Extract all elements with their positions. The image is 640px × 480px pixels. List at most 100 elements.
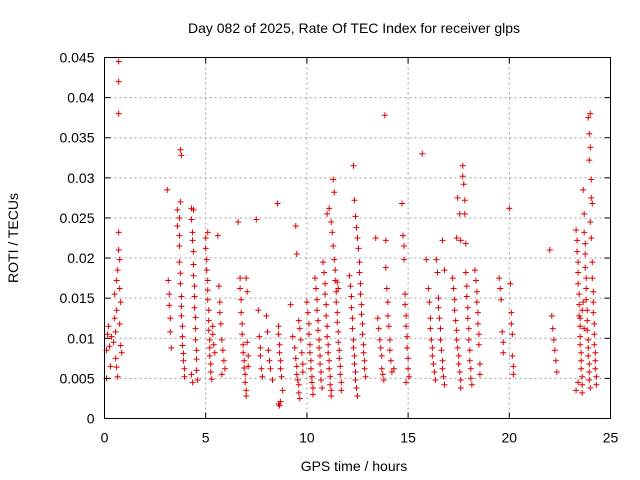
data-point [337,371,344,378]
data-point [178,312,185,319]
data-point [327,373,334,380]
data-point [464,304,471,311]
data-point [202,245,209,252]
data-point [585,114,592,121]
data-point [387,357,394,364]
data-point [382,237,389,244]
data-point [207,360,214,367]
data-point [434,269,441,276]
data-point [167,328,174,335]
data-point [510,363,517,370]
data-point [299,368,306,375]
data-point [333,288,340,295]
data-point [581,210,588,217]
data-point [361,357,368,364]
data-point [324,333,331,340]
data-point [379,371,386,378]
data-point [361,365,368,372]
data-point [210,341,217,348]
data-point [293,371,300,378]
data-point [299,360,306,367]
data-point [510,371,517,378]
data-point [176,259,183,266]
data-point [113,307,120,314]
data-point [372,235,379,241]
data-point [207,368,214,375]
data-point [295,317,302,324]
data-point [589,275,596,282]
data-point [583,285,590,292]
data-point [167,315,174,322]
data-point [243,393,250,400]
data-point [219,347,226,354]
data-point [191,304,198,311]
data-point [178,293,185,300]
data-point [578,349,585,356]
data-point [293,363,300,370]
data-point [191,283,198,290]
data-point [464,315,471,322]
data-point [589,200,596,207]
data-point [583,296,590,303]
data-point [384,299,391,306]
data-point [381,112,388,119]
data-point [203,256,210,263]
data-point [239,331,246,338]
data-point [190,261,197,268]
data-point [429,352,436,359]
x-tick-label: 10 [299,430,315,446]
data-point [328,393,335,400]
data-point [549,325,556,332]
data-point [309,391,316,398]
data-point [590,299,597,306]
data-point [264,328,271,335]
data-point [332,267,339,274]
data-point [277,398,284,405]
data-point [574,248,581,255]
data-point [168,344,175,351]
data-point [192,325,199,332]
data-point [323,312,330,319]
data-point [202,235,209,241]
data-point [275,323,282,330]
data-point [584,317,591,324]
data-point [204,296,211,303]
data-point [575,280,582,287]
data-point [305,331,312,338]
data-point [276,402,283,409]
data-point [203,267,210,274]
data-point [165,277,172,284]
data-point [358,301,365,308]
data-point [573,387,580,394]
data-point [582,264,589,271]
y-tick-label: 0.03 [67,170,94,186]
data-point [192,336,199,343]
data-point [553,368,560,375]
data-point [591,341,598,348]
data-point [311,275,318,282]
data-point [462,240,469,247]
data-point [360,349,367,356]
data-point [453,327,460,334]
data-point [441,267,448,274]
data-points [103,58,600,409]
data-point [433,256,440,263]
data-point [240,341,247,348]
data-point [591,320,598,327]
data-point [350,344,357,351]
data-point [440,373,447,380]
data-point [352,376,359,383]
data-point [589,259,596,266]
data-point [313,285,320,292]
data-point [592,349,599,356]
data-point [244,288,251,295]
data-point [438,347,445,354]
data-point [577,323,584,330]
data-point [587,218,594,225]
data-point [587,110,594,117]
data-point [405,355,412,362]
data-point [193,356,200,363]
data-point [274,200,281,207]
data-point [496,275,503,282]
